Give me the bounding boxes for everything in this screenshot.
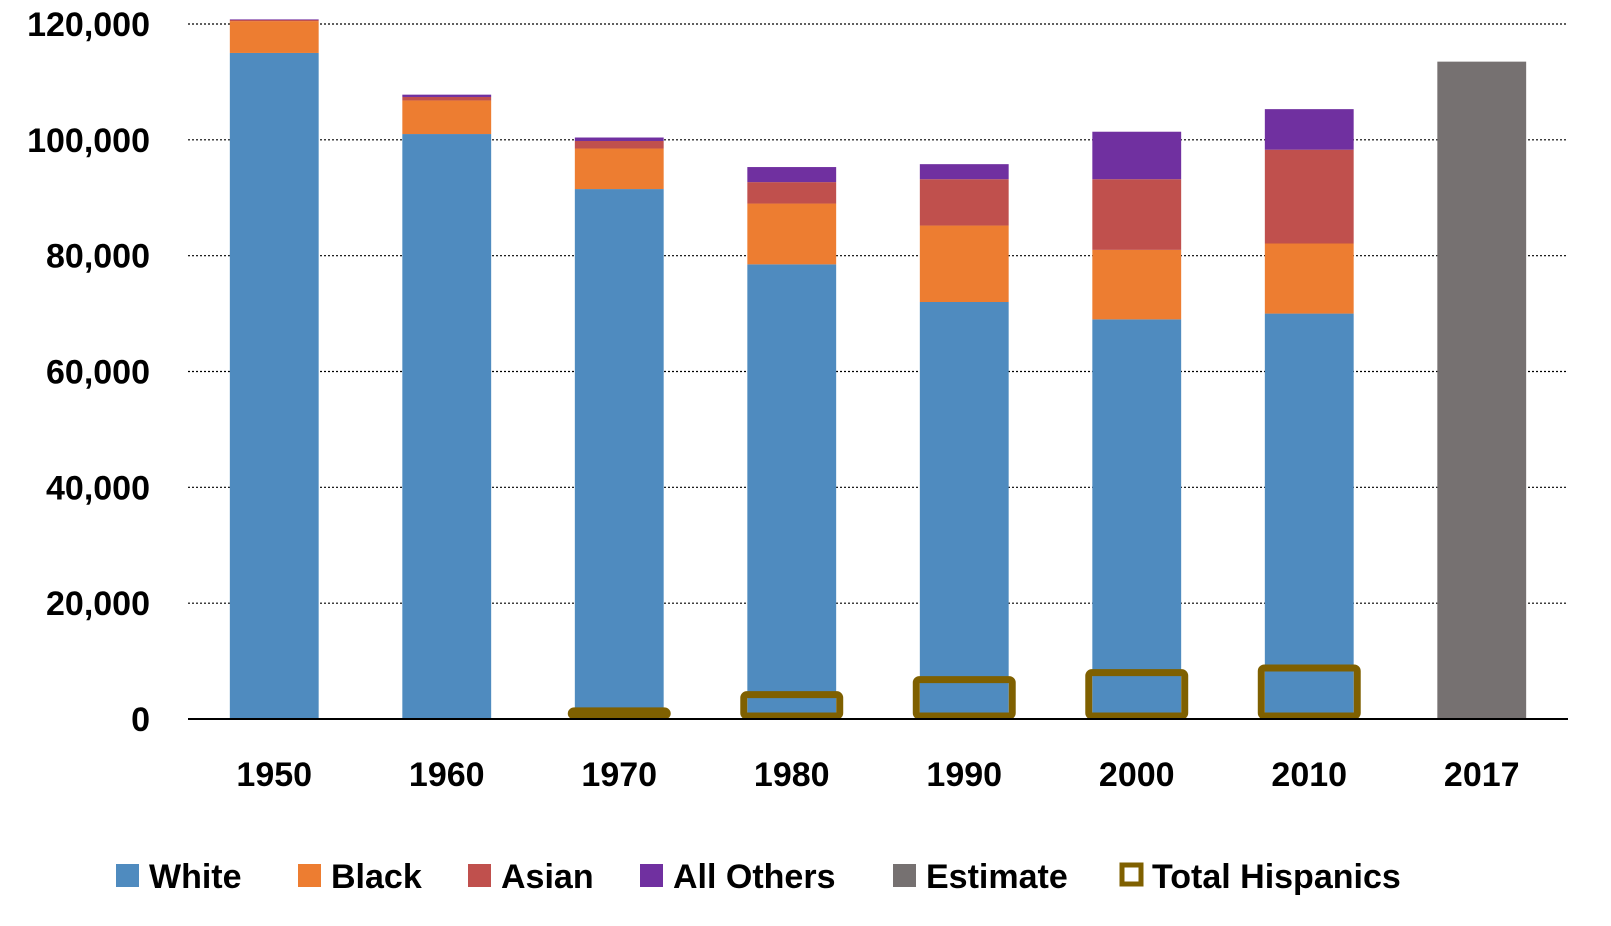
bar-white-2010 — [1264, 313, 1354, 719]
y-tick-label: 100,000 — [27, 122, 150, 160]
bars — [229, 19, 1527, 720]
hispanic-marker-1990 — [912, 676, 1016, 720]
legend-swatch-black — [298, 864, 321, 887]
bar-all-others-1980 — [747, 167, 837, 183]
x-tick-label: 2010 — [1271, 756, 1347, 794]
bar-white-1990 — [919, 302, 1009, 719]
bar-white-2000 — [1092, 319, 1182, 719]
bar-white-1960 — [402, 134, 492, 719]
x-tick-label: 1960 — [409, 756, 485, 794]
legend-label-all-others: All Others — [673, 858, 835, 896]
bar-asian-1990 — [919, 179, 1009, 226]
legend: White Black Asian All Others Estimate Total H… — [116, 858, 1401, 896]
bar-black-2000 — [1092, 249, 1182, 320]
hispanic-overlay — [567, 664, 1361, 720]
bar-estimate-2017 — [1437, 61, 1527, 720]
bar-all-others-1990 — [919, 164, 1009, 180]
y-tick-label: 0 — [131, 701, 150, 739]
bar-white-1980 — [747, 264, 837, 719]
bar-asian-1950 — [229, 19, 319, 22]
bar-asian-1960 — [402, 96, 492, 101]
bar-black-2010 — [1264, 243, 1354, 314]
bar-all-others-2010 — [1264, 109, 1354, 150]
bar-black-1970 — [574, 148, 664, 190]
x-axis-ticks: 1950 1960 1970 1980 1990 2000 2010 2017 — [236, 756, 1519, 794]
hispanic-marker-2010 — [1257, 664, 1361, 720]
y-tick-label: 40,000 — [46, 469, 150, 507]
x-tick-label: 1970 — [581, 756, 657, 794]
bar-asian-1970 — [574, 140, 664, 149]
bar-asian-2010 — [1264, 149, 1354, 244]
hispanic-marker-1970 — [567, 707, 671, 720]
x-tick-label: 2000 — [1099, 756, 1175, 794]
y-tick-label: 60,000 — [46, 354, 150, 392]
bar-asian-2000 — [1092, 179, 1182, 250]
hispanic-marker-2000 — [1085, 669, 1189, 720]
bar-white-1970 — [574, 189, 664, 719]
bar-black-1950 — [229, 21, 319, 53]
bar-all-others-1950 — [229, 19, 319, 20]
bar-black-1980 — [747, 203, 837, 265]
y-tick-label: 80,000 — [46, 238, 150, 276]
legend-swatch-asian — [468, 864, 491, 887]
y-tick-label: 120,000 — [27, 6, 150, 44]
x-tick-label: 1980 — [754, 756, 830, 794]
bar-all-others-2000 — [1092, 131, 1182, 180]
y-tick-label: 20,000 — [46, 585, 150, 623]
legend-label-estimate: Estimate — [926, 858, 1068, 896]
legend-swatch-all-others — [640, 864, 663, 887]
y-axis-ticks: 0 20,000 40,000 60,000 80,000 100,000 120,000 — [27, 6, 150, 739]
legend-swatch-total-hispanics — [1119, 862, 1144, 887]
hispanic-marker-1980 — [740, 691, 844, 720]
bar-all-others-1960 — [402, 94, 492, 97]
legend-label-black: Black — [331, 858, 422, 896]
x-tick-label: 2017 — [1444, 756, 1520, 794]
gridlines — [188, 23, 1568, 604]
legend-swatch-white — [116, 864, 139, 887]
legend-label-white: White — [149, 858, 242, 896]
bar-all-others-1970 — [574, 137, 664, 141]
bar-asian-1980 — [747, 182, 837, 204]
bar-black-1960 — [402, 100, 492, 135]
legend-label-asian: Asian — [501, 858, 594, 896]
bar-black-1990 — [919, 225, 1009, 302]
x-tick-label: 1990 — [926, 756, 1002, 794]
bar-white-1950 — [229, 52, 319, 720]
legend-swatch-estimate — [893, 864, 916, 887]
legend-label-total-hispanics: Total Hispanics — [1152, 858, 1401, 896]
x-tick-label: 1950 — [236, 756, 312, 794]
